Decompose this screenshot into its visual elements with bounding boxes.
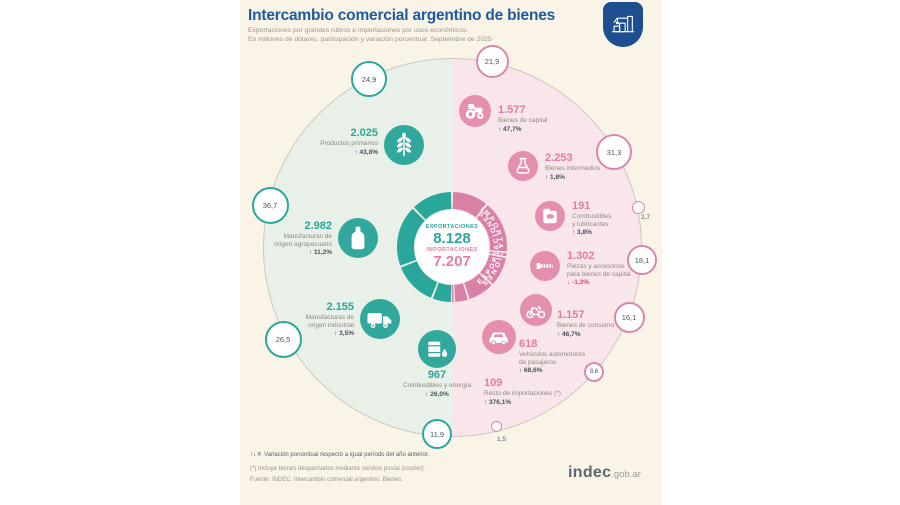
share-circle-bienes-de-consumo: 16,1: [613, 301, 645, 333]
share-circle-manufacturas-de-origen-agropecuario: 36,7: [251, 186, 289, 224]
category-value: 967: [427, 369, 447, 381]
indec-logo: [603, 2, 643, 47]
share-circle-resto-de-importaciones: [490, 420, 502, 432]
category-value: 191: [572, 200, 591, 212]
category-label: Manufacturas de: [305, 313, 354, 321]
category-yoy-change: ↑ 46,7%: [557, 330, 581, 338]
share-circle-combustibles-y-lubricantes: [631, 200, 645, 214]
oil-drum-icon: [418, 330, 456, 368]
footnote-source: Fuente: INDEC. Intercambio comercial arg…: [250, 477, 403, 483]
category-yoy-change: ↑ 376,1%: [484, 398, 512, 406]
category-productos-primarios: 2.025 Productos primarios ↑ 43,8%: [320, 127, 378, 156]
page-title: Intercambio comercial argentino de biene…: [248, 7, 556, 24]
category-label: Piezas y accesorios: [567, 262, 625, 270]
footnote-legend-text: Variación porcentual respecto a igual pe…: [264, 452, 430, 458]
exports-total-label: EXPORTACIONES: [425, 224, 479, 231]
share-circle-bienes-intermedios: 31,3: [596, 134, 632, 170]
category-label: Bienes intermedios: [545, 164, 601, 172]
wordmark-suffix: .gob.ar: [611, 469, 641, 480]
category-label: para bienes de capital: [567, 270, 631, 278]
share-circle-vehiculos-automotores-de-pasajeros: 8,6: [584, 362, 604, 382]
category-label: Bienes de consumo: [557, 321, 615, 329]
subtitle-line-1: Exportaciones por grandes rubros e impor…: [248, 27, 469, 34]
port-crane-icon: [611, 15, 635, 33]
category-value: 2.155: [326, 301, 354, 313]
share-circle-piezas-y-accesorios-para-bienes-de-capital: 18,1: [627, 245, 657, 275]
category-yoy-change: ↑ 68,6%: [519, 367, 543, 375]
category-bienes-de-consumo: 1.157 Bienes de consumo ↑ 46,7%: [557, 309, 614, 338]
category-label: Combustibles y energía: [402, 381, 472, 389]
category-value: 2.025: [350, 127, 378, 139]
category-resto-de-importaciones: 109 Resto de importaciones (*) ↑ 376,1%: [484, 377, 561, 406]
tractor-icon: [459, 95, 491, 127]
category-yoy-change: ↑ 47,7%: [498, 125, 522, 133]
category-value: 2.253: [545, 152, 573, 164]
category-value: 1.302: [567, 250, 595, 262]
category-yoy-change: ↓ -1,3%: [567, 279, 590, 287]
category-label: Productos primarios: [320, 139, 378, 147]
category-value: 618: [519, 338, 538, 350]
category-yoy-change: ↑ 11,2%: [308, 249, 332, 257]
wheat-icon: [384, 125, 424, 165]
subtitle-line-2: En millones de dólares, participación y …: [248, 36, 492, 43]
screw-icon: [530, 251, 560, 281]
exports-total-value: 8.128: [433, 230, 471, 248]
share-circle-combustibles-y-energia: 11,9: [422, 419, 452, 449]
category-combustibles-y-lubricantes: 191 Combustibles y lubricantes ↑ 3,8%: [572, 200, 611, 236]
category-label: Bienes de capital: [498, 116, 548, 124]
category-yoy-change: ↑ 26,0%: [425, 390, 449, 398]
footnote-legend: ↑↓ = Variación porcentual respecto a igua…: [250, 452, 429, 458]
share-circle-manufacturas-de-origen-industrial: 26,5: [264, 320, 302, 358]
footnote-asterisk: (*) Incluye bienes despachados mediante …: [250, 466, 426, 472]
share-label-resto-de-importaciones: 1,5: [497, 436, 507, 443]
imports-total-value: 7.207: [433, 253, 471, 271]
category-label: Resto de importaciones (*): [484, 389, 561, 397]
car-icon: [482, 320, 516, 354]
category-bienes-de-capital: 1.577 Bienes de capital ↑ 47,7%: [498, 104, 548, 133]
share-circle-productos-primarios: 24,9: [351, 61, 387, 97]
category-value: 2.982: [304, 220, 332, 232]
truck-icon: [360, 299, 400, 339]
category-label: Manufacturas de: [283, 232, 332, 240]
indec-wordmark: indec .gob.ar: [568, 464, 641, 482]
category-value: 109: [484, 377, 503, 389]
category-manufacturas-de-origen-industrial: 2.155 Manufacturas de origen industrial ↑ 3…: [306, 301, 354, 337]
flask-icon: [508, 151, 538, 181]
arrows-legend-icon: ↑↓ =: [250, 452, 262, 458]
category-manufacturas-de-origen-agropecuario: 2.982 Manufacturas de origen agropecuario ↑…: [274, 220, 332, 256]
wordmark-main: indec: [568, 464, 612, 481]
category-value: 1.157: [557, 309, 585, 321]
category-value: 1.577: [498, 104, 526, 116]
category-yoy-change: ↑ 3,8%: [572, 229, 592, 237]
category-label: y lubricantes: [572, 220, 609, 228]
share-label-combustibles-y-lubricantes: 2,7: [641, 214, 651, 221]
category-yoy-change: ↑ 1,8%: [545, 173, 565, 181]
category-label: de pasajeros: [519, 358, 557, 366]
category-label: Vehículos automotores: [519, 350, 586, 358]
category-combustibles-y-energia: 967 Combustibles y energía ↑ 26,0%: [377, 369, 497, 398]
fuel-can-icon: [535, 201, 565, 231]
category-label: Combustibles: [572, 212, 612, 220]
category-label: origen agropecuario: [274, 240, 332, 248]
bottle-icon: [338, 218, 378, 258]
category-label: origen industrial: [308, 321, 354, 329]
category-piezas-y-accesorios-para-bienes-de-capital: 1.302 Piezas y accesorios para bienes de c…: [567, 250, 631, 286]
imports-total-label: IMPORTACIONES: [426, 247, 478, 253]
category-vehiculos-automotores-de-pasajeros: 618 Vehículos automotores de pasajeros ↑ 68…: [519, 338, 585, 374]
donut-center-totals: EXPORTACIONES 8.128 IMPORTACIONES 7.207: [415, 210, 489, 284]
motorcycle-icon: [520, 294, 552, 326]
category-yoy-change: ↑ 43,8%: [354, 148, 379, 156]
share-circle-bienes-de-capital: 21,9: [475, 44, 509, 78]
category-yoy-change: ↑ 3,5%: [334, 330, 354, 338]
category-bienes-intermedios: 2.253 Bienes intermedios ↑ 1,8%: [545, 152, 600, 181]
